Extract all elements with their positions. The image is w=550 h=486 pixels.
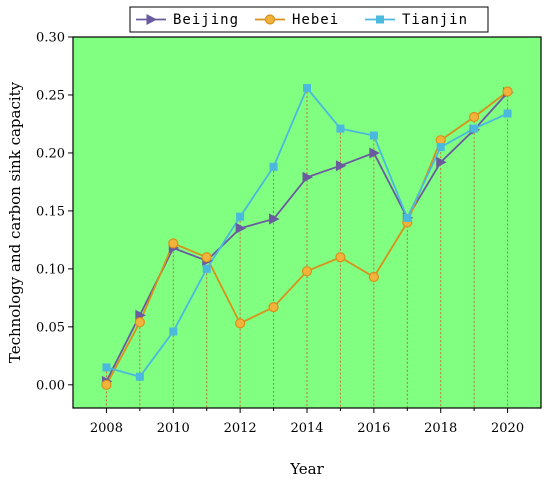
y-tick-label: 0.15 (36, 204, 65, 219)
x-tick-label: 2014 (290, 421, 323, 436)
data-point-tianjin (303, 84, 311, 93)
legend-box (129, 6, 489, 33)
data-point-beijing (335, 160, 347, 172)
x-tick-label: 2012 (224, 421, 257, 436)
y-tick-label: 0.05 (36, 320, 65, 335)
ticks: 2008 2010 2012 2014 2016 2018 2020 0.00 0.05 0.10… (36, 31, 524, 437)
x-tick-label: 2008 (90, 421, 123, 436)
data-point-tianjin (269, 162, 278, 171)
data-point-hebei (134, 317, 145, 328)
y-tick-label: 0.30 (36, 31, 65, 46)
legend-label-tianjin: Tianjin (402, 12, 468, 28)
legend-marker-beijing (146, 14, 157, 25)
legend-marker-hebei (264, 14, 276, 25)
data-point-hebei (368, 271, 379, 283)
data-point-hebei (101, 379, 112, 390)
data-point-beijing (269, 213, 280, 225)
data-point-hebei (168, 238, 179, 249)
y-tick-label: 0.20 (36, 146, 65, 161)
data-point-hebei (268, 302, 279, 313)
data-point-tianjin (403, 213, 412, 222)
data-point-beijing (436, 156, 447, 168)
legend-label-hebei: Hebei (292, 12, 339, 28)
data-point-hebei (301, 266, 313, 277)
data-point-hebei (502, 86, 513, 97)
y-tick-label: 0.10 (36, 262, 65, 277)
data-point-tianjin (503, 109, 512, 118)
data-point-tianjin (169, 327, 178, 336)
y-tick-label: 0.25 (36, 88, 65, 103)
legend: Beijing Hebei Tianjin (129, 6, 489, 33)
data-point-hebei (469, 111, 480, 123)
data-point-tianjin (102, 363, 111, 372)
legend-label-beijing: Beijing (173, 12, 239, 28)
data-point-hebei (235, 318, 246, 329)
data-point-tianjin (135, 372, 144, 381)
data-point-beijing (235, 222, 247, 234)
plot-area (73, 37, 541, 408)
data-point-tianjin (202, 264, 211, 273)
x-tick-label: 2016 (357, 421, 390, 436)
drop-lines (105, 88, 509, 408)
y-tick-label: 0.00 (36, 378, 65, 393)
series-markers (101, 84, 514, 390)
data-point-tianjin (470, 124, 479, 133)
x-axis-title: Year (289, 460, 324, 478)
x-tick-label: 2010 (157, 421, 190, 436)
data-point-tianjin (436, 143, 445, 152)
x-tick-label: 2020 (491, 421, 524, 436)
data-point-tianjin (336, 124, 345, 133)
y-axis-title: Technology and carbon sink capacity (6, 81, 24, 363)
data-point-hebei (335, 252, 346, 263)
data-point-hebei (201, 252, 212, 263)
x-tick-label: 2018 (424, 421, 457, 436)
data-point-beijing (302, 171, 313, 183)
data-point-beijing (369, 147, 380, 159)
legend-marker-tianjin (376, 15, 384, 24)
data-point-tianjin (236, 212, 245, 221)
data-point-tianjin (369, 131, 378, 140)
